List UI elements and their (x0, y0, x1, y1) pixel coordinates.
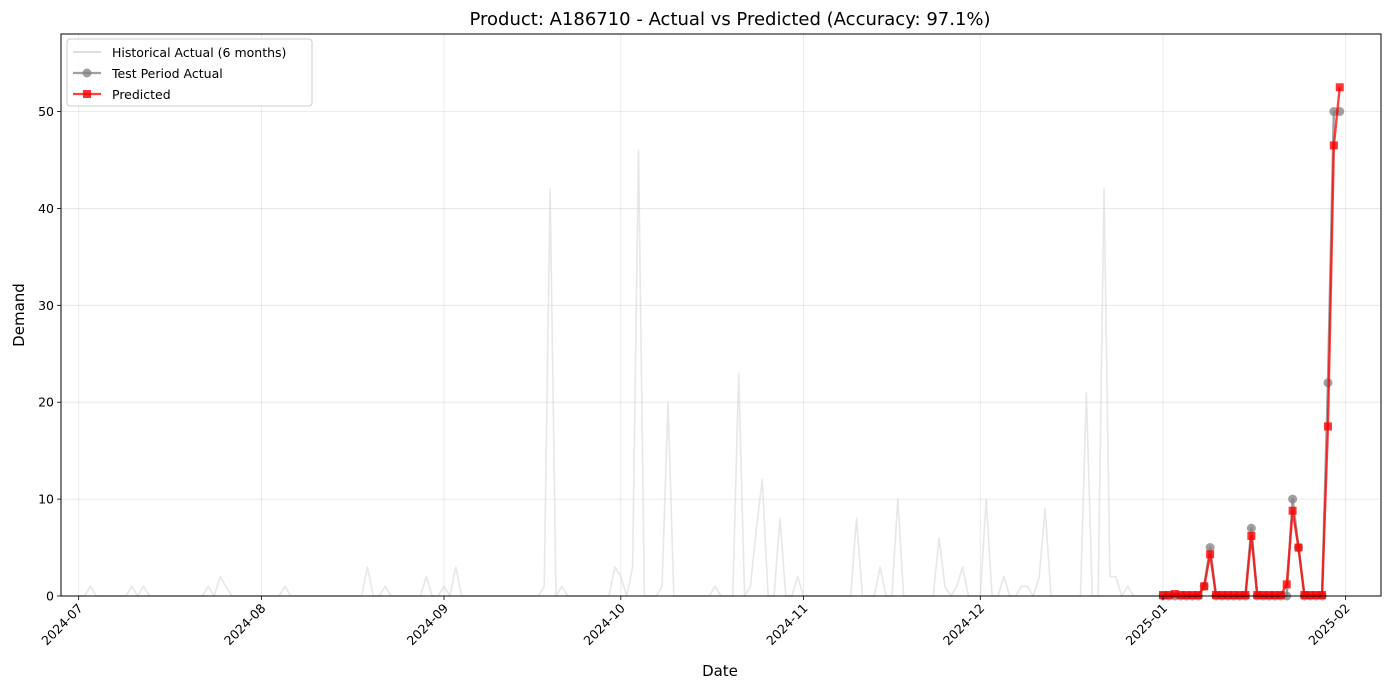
predicted-point (1300, 591, 1309, 600)
legend: Historical Actual (6 months) Test Period… (66, 38, 313, 107)
predicted-point (1270, 591, 1279, 600)
predicted-point (1170, 590, 1179, 599)
y-axis-label: Demand (10, 283, 28, 347)
y-tick-label: 30 (38, 298, 54, 313)
y-tick-label: 20 (38, 395, 54, 410)
predicted-point (1265, 591, 1274, 600)
predicted-point (1276, 591, 1285, 600)
y-tick-label: 50 (38, 104, 54, 119)
predicted-point (1164, 591, 1173, 600)
predicted-point (1282, 580, 1291, 589)
predicted-point (1247, 531, 1256, 540)
predicted-point (1335, 83, 1344, 92)
series-layer (78, 83, 1345, 601)
predicted-point (1194, 591, 1203, 600)
x-tick-label: 2025-01 (1123, 601, 1171, 649)
legend-predicted-label: Predicted (112, 87, 171, 102)
x-tick-label: 2024-07 (38, 601, 86, 649)
y-tick-label: 40 (38, 201, 54, 216)
predicted-point (1200, 582, 1209, 591)
predicted-point (1206, 550, 1215, 559)
legend-test-actual-label: Test Period Actual (111, 66, 223, 81)
predicted-point (1217, 591, 1226, 600)
predicted-point (1235, 591, 1244, 600)
x-tick-label: 2024-09 (404, 600, 452, 648)
predicted-point (1229, 591, 1238, 600)
historical-actual-6-months-line (78, 149, 1158, 597)
chart-title: Product: A186710 - Actual vs Predicted (… (469, 9, 990, 30)
predicted-point (1176, 591, 1185, 600)
predicted-point (1259, 591, 1268, 600)
axis-layer: 2024-07 2024-08 2024-09 2024-10 2024-11 2024-… (38, 104, 1353, 648)
predicted-point (1294, 543, 1303, 552)
test-period-actual-point (1288, 494, 1298, 504)
predicted-point (1212, 591, 1220, 600)
legend-box (66, 38, 313, 107)
legend-test-actual-marker (82, 68, 92, 78)
plot-frame (60, 33, 1382, 597)
x-tick-label: 2024-12 (940, 601, 988, 649)
predicted-point (1158, 591, 1167, 600)
predicted-point (1241, 591, 1250, 600)
predicted-point (1329, 141, 1338, 150)
predicted-point (1306, 591, 1315, 600)
test-period-actual-point (1205, 543, 1215, 553)
predicted-point (1188, 591, 1197, 600)
predicted-point (1323, 422, 1332, 431)
legend-historical-label: Historical Actual (6 months) (112, 45, 286, 60)
y-tick-label: 10 (38, 492, 54, 507)
legend-predicted-marker (83, 90, 91, 98)
predicted-point (1223, 591, 1232, 600)
grid-layer (61, 34, 1381, 597)
x-tick-label: 2025-02 (1305, 601, 1353, 649)
x-tick-label: 2024-10 (580, 600, 628, 648)
x-tick-label: 2024-08 (221, 600, 269, 648)
predicted-point (1288, 506, 1297, 515)
predicted-point (1253, 591, 1262, 600)
predicted-point (1312, 591, 1321, 600)
y-tick-label: 0 (46, 589, 54, 604)
test-period-actual-point (1246, 523, 1256, 533)
x-tick-label: 2024-11 (763, 601, 811, 649)
predicted-point (1318, 591, 1327, 600)
x-axis-label: Date (702, 662, 738, 680)
predicted-line (1162, 87, 1341, 597)
test-period-actual-line (1162, 110, 1340, 598)
predicted-point (1182, 591, 1191, 600)
